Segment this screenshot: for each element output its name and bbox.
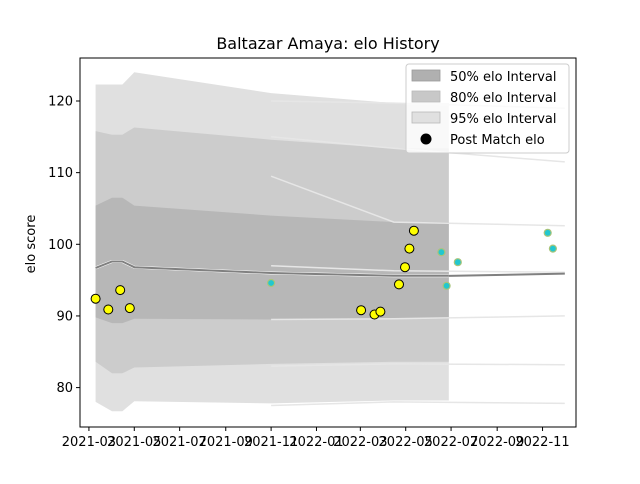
y-tick-label: 110 bbox=[48, 166, 73, 181]
x-tick-label: 2022-09 bbox=[470, 435, 524, 450]
x-tick-label: 2021-05 bbox=[107, 435, 161, 450]
mean-line bbox=[95, 260, 449, 277]
interval-extension-line-1 bbox=[271, 136, 565, 163]
data-point bbox=[548, 244, 558, 253]
data-point bbox=[543, 228, 552, 237]
x-tick-label: 2021-11 bbox=[244, 435, 298, 450]
x-tick-label: 2022-07 bbox=[424, 435, 478, 450]
legend: 50% elo Interval 80% elo Interval 95% elo … bbox=[405, 63, 570, 154]
data-point bbox=[453, 258, 462, 267]
legend-swatch bbox=[411, 69, 441, 82]
x-tick-label: 2021-09 bbox=[199, 435, 253, 450]
y-tick-label: 90 bbox=[56, 309, 73, 324]
interval-extension-line-5 bbox=[271, 363, 565, 367]
legend-label: 80% elo Interval bbox=[450, 91, 557, 106]
x-tick-label: 2021-03 bbox=[62, 435, 116, 450]
interval-extension-line-3 bbox=[271, 265, 565, 273]
x-tick-label: 2021-07 bbox=[152, 435, 206, 450]
y-tick-label: 120 bbox=[48, 94, 73, 109]
legend-label: 50% elo Interval bbox=[450, 70, 557, 85]
legend-marker bbox=[420, 133, 432, 145]
interval-extension-line-6 bbox=[271, 401, 565, 407]
mean-line-extension bbox=[448, 272, 565, 277]
data-point bbox=[394, 279, 404, 290]
data-point bbox=[103, 304, 114, 315]
legend-box bbox=[405, 63, 570, 154]
interval-extension-line-2 bbox=[270, 175, 565, 227]
chart-title: Baltazar Amaya: elo History bbox=[216, 34, 439, 53]
x-tick-label: 2022-05 bbox=[379, 435, 433, 450]
data-point bbox=[267, 278, 276, 288]
data-point bbox=[408, 225, 419, 236]
data-point bbox=[124, 303, 135, 314]
x-tick-label: 2022-01 bbox=[289, 435, 343, 450]
legend-label: 95% elo Interval bbox=[450, 112, 557, 127]
interval-extension-line-4 bbox=[271, 315, 565, 321]
plot-frame bbox=[79, 57, 577, 428]
data-point bbox=[400, 262, 410, 273]
x-tick-label: 2022-11 bbox=[515, 435, 569, 450]
series-1 bbox=[267, 228, 558, 290]
data-point bbox=[442, 281, 451, 290]
legend-swatch bbox=[411, 90, 441, 103]
data-point bbox=[404, 243, 415, 254]
legend-label: Post Match elo bbox=[450, 133, 545, 148]
y-tick-label: 80 bbox=[56, 381, 73, 396]
series-0 bbox=[90, 225, 419, 320]
data-point bbox=[356, 305, 367, 316]
data-point bbox=[437, 248, 446, 257]
x-tick-label: 2022-03 bbox=[333, 435, 387, 450]
legend-swatch bbox=[411, 111, 441, 124]
y-axis-label: elo score bbox=[24, 215, 39, 274]
data-point bbox=[375, 306, 386, 317]
data-point bbox=[90, 293, 101, 304]
band-50 bbox=[95, 197, 449, 324]
y-tick-label: 100 bbox=[48, 238, 73, 253]
data-point bbox=[115, 285, 126, 296]
